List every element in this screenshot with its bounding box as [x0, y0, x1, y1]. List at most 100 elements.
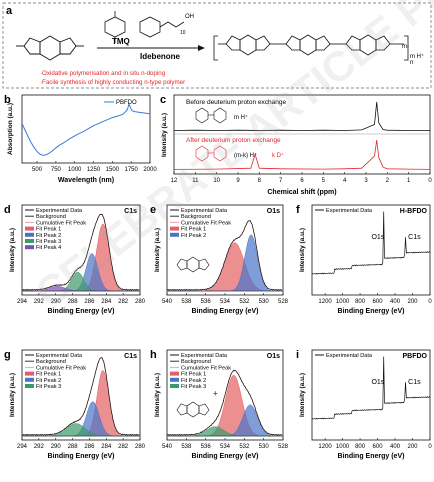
x-tick-label: 11: [192, 178, 199, 184]
panel-letter-h: h: [150, 349, 157, 361]
x-tick-label: 288: [68, 299, 79, 305]
x-tick-label: 288: [68, 444, 79, 450]
corner-label: H-BFDO: [400, 208, 428, 215]
peak-label-c1s: C1s: [408, 379, 421, 386]
x-tick-label: 284: [101, 444, 112, 450]
x-tick-label: 530: [259, 444, 270, 450]
legend-label: Fit Peak 3: [36, 384, 61, 390]
x-tick-label: 536: [201, 299, 212, 305]
x-tick-label: 400: [390, 299, 401, 305]
y-axis-label: Intensity (a.u.): [9, 373, 16, 417]
nmr-after-mh: (m-k) H⁺: [234, 152, 257, 159]
legend-label: Background: [36, 214, 66, 220]
legend-swatch: [170, 371, 179, 376]
corner-label: C1s: [124, 208, 137, 215]
nmr-after-kd: k D⁺: [272, 152, 284, 159]
arrow-label-bottom: Idebenone: [140, 52, 181, 61]
legend-label: Cumulative Fit Peak: [181, 365, 231, 371]
x-axis-label-c: Chemical shift (ppm): [267, 189, 336, 196]
legend-label: Fit Peak 1: [36, 372, 61, 378]
x-axis-label-b: Wavelength (nm): [58, 177, 114, 184]
legend-label: Background: [181, 359, 211, 365]
x-axis-label: Binding Energy (eV): [338, 453, 405, 460]
x-tick-label: 1200: [318, 299, 332, 305]
peak-label-o1s: O1s: [371, 379, 384, 386]
x-tick-label: 290: [51, 444, 62, 450]
x-tick-label: 290: [51, 299, 62, 305]
nmr-after-line: [173, 139, 431, 170]
panel-b: b 500 750 1000 1250 1500 1750 2000 PBFDO Wavel…: [4, 94, 157, 184]
y-axis-label-b: Absorption (a.u.): [7, 103, 14, 155]
panel-letter-d: d: [4, 204, 11, 216]
plot-frame-b: [21, 94, 151, 164]
x-tick-label: 280: [135, 299, 146, 305]
experimental-data-line: [311, 211, 431, 275]
panel-i: i O1s C1s Experimental Data PBFDO 1200 1000 800…: [296, 349, 432, 460]
x-axis-label: Binding Energy (eV): [192, 453, 259, 460]
y-axis-label: Intensity (a.u.): [154, 373, 161, 417]
x-axis-label: Binding Energy (eV): [48, 308, 115, 315]
legend-label: Experimental Data: [326, 208, 373, 214]
legend-label: Cumulative Fit Peak: [181, 220, 231, 226]
legend-label: Background: [181, 214, 211, 220]
polymer-structure: [213, 34, 409, 61]
legend-label: Experimental Data: [36, 208, 83, 214]
plot-frame-g: [21, 349, 141, 441]
legend-swatch: [170, 226, 179, 231]
x-tick-label: 400: [390, 444, 401, 450]
panel-letter-a: a: [6, 5, 13, 17]
plot-frame-f: [311, 204, 431, 296]
x-tick-label: 600: [373, 299, 384, 305]
x-ticks-c: 12 11 10 9 8 7 6 5 4 3 2 1 0: [171, 172, 432, 184]
note-line-1: ·Oxidative polymerisation and in situ n-…: [40, 70, 166, 77]
reagent-subscript: 10: [180, 30, 186, 36]
polymer-n-label: n: [410, 60, 413, 66]
legend-label: Fit Peak 2: [181, 378, 206, 384]
x-tick-label: 600: [373, 444, 384, 450]
panel-f: f O1s C1s Experimental Data H-BFDO 1200 1000 80…: [296, 204, 432, 315]
x-tick-label: 3: [364, 178, 368, 184]
panel-letter-f: f: [296, 204, 300, 216]
x-tick-label: 0: [428, 299, 432, 305]
x-tick-label: 1250: [87, 167, 101, 173]
x-tick-label: 540: [162, 299, 173, 305]
x-tick-label: 540: [162, 444, 173, 450]
legend-label: Fit Peak 4: [36, 245, 61, 251]
x-tick-label: 282: [118, 299, 129, 305]
legend-swatch: [170, 384, 179, 388]
legend-label-pbfdo: PBFDO: [116, 100, 137, 106]
x-tick-label: 536: [201, 444, 212, 450]
x-tick-label: 1500: [106, 167, 120, 173]
x-tick-label: 530: [259, 299, 270, 305]
legend-swatch: [25, 226, 34, 231]
legend-label: Experimental Data: [181, 353, 228, 359]
legend-label: Experimental Data: [36, 353, 83, 359]
x-tick-label: 292: [34, 444, 45, 450]
x-tick-label: 286: [84, 444, 95, 450]
peak-label-c1s: C1s: [408, 234, 421, 241]
legend-swatch: [25, 239, 34, 243]
y-axis-label: Intensity (a.u.): [154, 228, 161, 272]
corner-label: C1s: [124, 353, 137, 360]
inset-molecule: [176, 256, 210, 273]
nmr-after-label: After deuterium proton exchange: [186, 137, 281, 144]
tmq-structure: [104, 11, 126, 43]
x-tick-label: 1: [407, 178, 411, 184]
legend-swatch: [25, 232, 34, 237]
panel-letter-b: b: [4, 94, 11, 106]
arrow-head-icon: [198, 45, 205, 51]
x-tick-label: 282: [118, 444, 129, 450]
panel-letter-g: g: [4, 349, 11, 361]
x-tick-label: 12: [171, 178, 178, 184]
panel-letter-c: c: [160, 94, 166, 106]
x-tick-label: 800: [355, 444, 366, 450]
x-ticks-b: 500 750 1000 1250 1500 1750 2000: [32, 161, 157, 173]
idebenone-structure: [139, 16, 185, 38]
x-tick-label: 294: [17, 299, 28, 305]
x-tick-label: 284: [101, 299, 112, 305]
experimental-data-line: [311, 356, 431, 420]
x-tick-label: 5: [322, 178, 326, 184]
